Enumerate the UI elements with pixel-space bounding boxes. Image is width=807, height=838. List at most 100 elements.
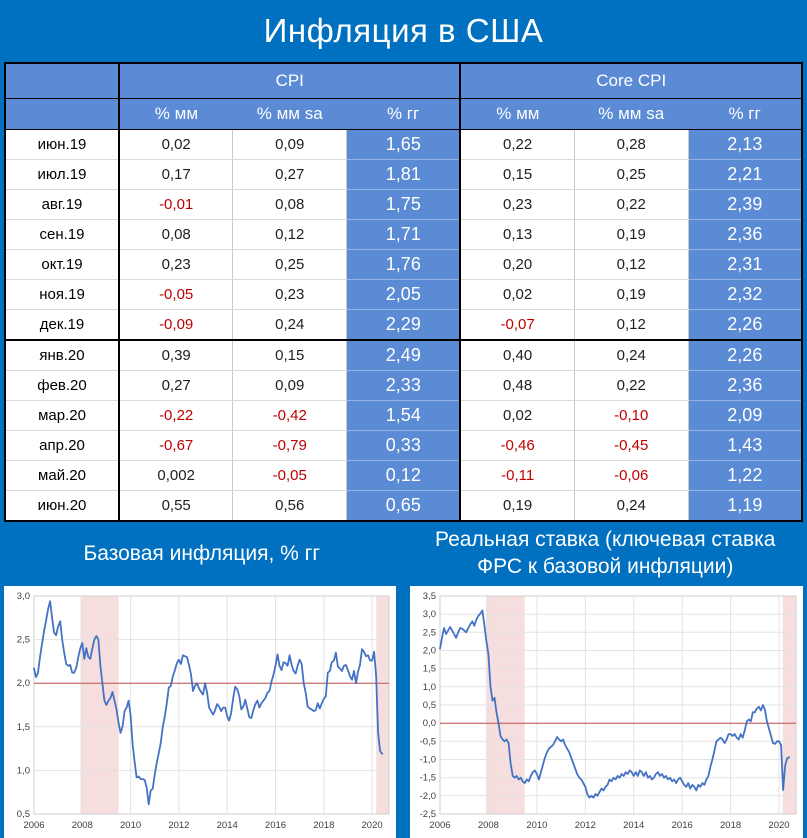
month-cell: авг.19 (5, 190, 119, 220)
svg-text:0,0: 0,0 (423, 718, 436, 729)
month-cell: май.20 (5, 461, 119, 491)
month-cell: янв.20 (5, 340, 119, 371)
svg-text:-1,0: -1,0 (420, 755, 436, 766)
value-cell: -0,42 (233, 401, 347, 431)
value-cell: 2,36 (688, 371, 802, 401)
value-cell: 0,23 (460, 190, 574, 220)
svg-text:2012: 2012 (575, 820, 596, 831)
value-cell: 0,08 (119, 220, 233, 250)
value-cell: 0,27 (119, 371, 233, 401)
core-cpi-group-header: Core CPI (460, 63, 802, 99)
value-cell: 0,27 (233, 160, 347, 190)
month-cell: фев.20 (5, 371, 119, 401)
value-cell: 1,81 (347, 160, 461, 190)
svg-text:2008: 2008 (478, 820, 499, 831)
svg-text:2018: 2018 (720, 820, 741, 831)
value-cell: 0,17 (119, 160, 233, 190)
real-rate-chart-title: Реальная ставка (ключевая ставка ФРС к б… (404, 522, 807, 586)
value-cell: 0,15 (460, 160, 574, 190)
value-cell: 0,25 (233, 250, 347, 280)
sub-header-row: % мм% мм sa% гг% мм% мм sa% гг (5, 99, 802, 130)
value-cell: 2,39 (688, 190, 802, 220)
value-cell: 2,21 (688, 160, 802, 190)
value-cell: 0,12 (347, 461, 461, 491)
value-cell: 0,12 (574, 310, 688, 341)
svg-text:2,0: 2,0 (423, 646, 436, 657)
value-cell: 0,65 (347, 491, 461, 522)
corner-cell (5, 99, 119, 130)
month-cell: июл.19 (5, 160, 119, 190)
value-cell: 1,22 (688, 461, 802, 491)
svg-text:0,5: 0,5 (17, 809, 30, 820)
value-cell: 0,22 (574, 190, 688, 220)
value-cell: -0,67 (119, 431, 233, 461)
value-cell: 0,12 (574, 250, 688, 280)
month-cell: ноя.19 (5, 280, 119, 310)
month-cell: июн.20 (5, 491, 119, 522)
svg-text:2020: 2020 (768, 820, 789, 831)
value-cell: 0,09 (233, 371, 347, 401)
value-cell: 0,24 (233, 310, 347, 341)
column-header: % мм sa (574, 99, 688, 130)
value-cell: -0,05 (233, 461, 347, 491)
value-cell: -0,46 (460, 431, 574, 461)
svg-text:1,5: 1,5 (423, 664, 436, 675)
svg-text:1,0: 1,0 (423, 682, 436, 693)
value-cell: 0,24 (574, 340, 688, 371)
value-cell: 0,40 (460, 340, 574, 371)
value-cell: -0,11 (460, 461, 574, 491)
core-inflation-chart-title: Базовая инфляция, % гг (0, 522, 404, 586)
value-cell: -0,79 (233, 431, 347, 461)
value-cell: 0,24 (574, 491, 688, 522)
month-cell: окт.19 (5, 250, 119, 280)
svg-text:2,0: 2,0 (17, 678, 30, 689)
value-cell: -0,07 (460, 310, 574, 341)
month-cell: дек.19 (5, 310, 119, 341)
value-cell: 2,32 (688, 280, 802, 310)
value-cell: 2,31 (688, 250, 802, 280)
month-cell: мар.20 (5, 401, 119, 431)
value-cell: 0,02 (119, 130, 233, 160)
svg-text:2010: 2010 (120, 820, 141, 831)
svg-text:3,5: 3,5 (423, 591, 436, 602)
table-header: CPI Core CPI % мм% мм sa% гг% мм% мм sa%… (5, 63, 802, 130)
svg-text:-2,5: -2,5 (420, 809, 436, 820)
real-rate-line-chart: -2,5-2,0-1,5-1,0-0,50,00,51,01,52,02,53,… (410, 586, 803, 838)
value-cell: -0,06 (574, 461, 688, 491)
svg-text:2016: 2016 (265, 820, 286, 831)
value-cell: 0,23 (119, 250, 233, 280)
value-cell: 0,09 (233, 130, 347, 160)
value-cell: -0,45 (574, 431, 688, 461)
value-cell: -0,01 (119, 190, 233, 220)
value-cell: 1,43 (688, 431, 802, 461)
svg-text:2014: 2014 (623, 820, 644, 831)
inflation-table: CPI Core CPI % мм% мм sa% гг% мм% мм sa%… (4, 62, 803, 522)
svg-text:2006: 2006 (429, 820, 450, 831)
value-cell: 1,76 (347, 250, 461, 280)
value-cell: 2,33 (347, 371, 461, 401)
svg-text:2008: 2008 (72, 820, 93, 831)
value-cell: 0,56 (233, 491, 347, 522)
value-cell: 0,22 (460, 130, 574, 160)
value-cell: 0,33 (347, 431, 461, 461)
value-cell: 1,75 (347, 190, 461, 220)
value-cell: 2,26 (688, 340, 802, 371)
svg-text:2020: 2020 (362, 820, 383, 831)
value-cell: 2,05 (347, 280, 461, 310)
value-cell: 0,48 (460, 371, 574, 401)
month-cell: июн.19 (5, 130, 119, 160)
svg-text:0,5: 0,5 (423, 700, 436, 711)
